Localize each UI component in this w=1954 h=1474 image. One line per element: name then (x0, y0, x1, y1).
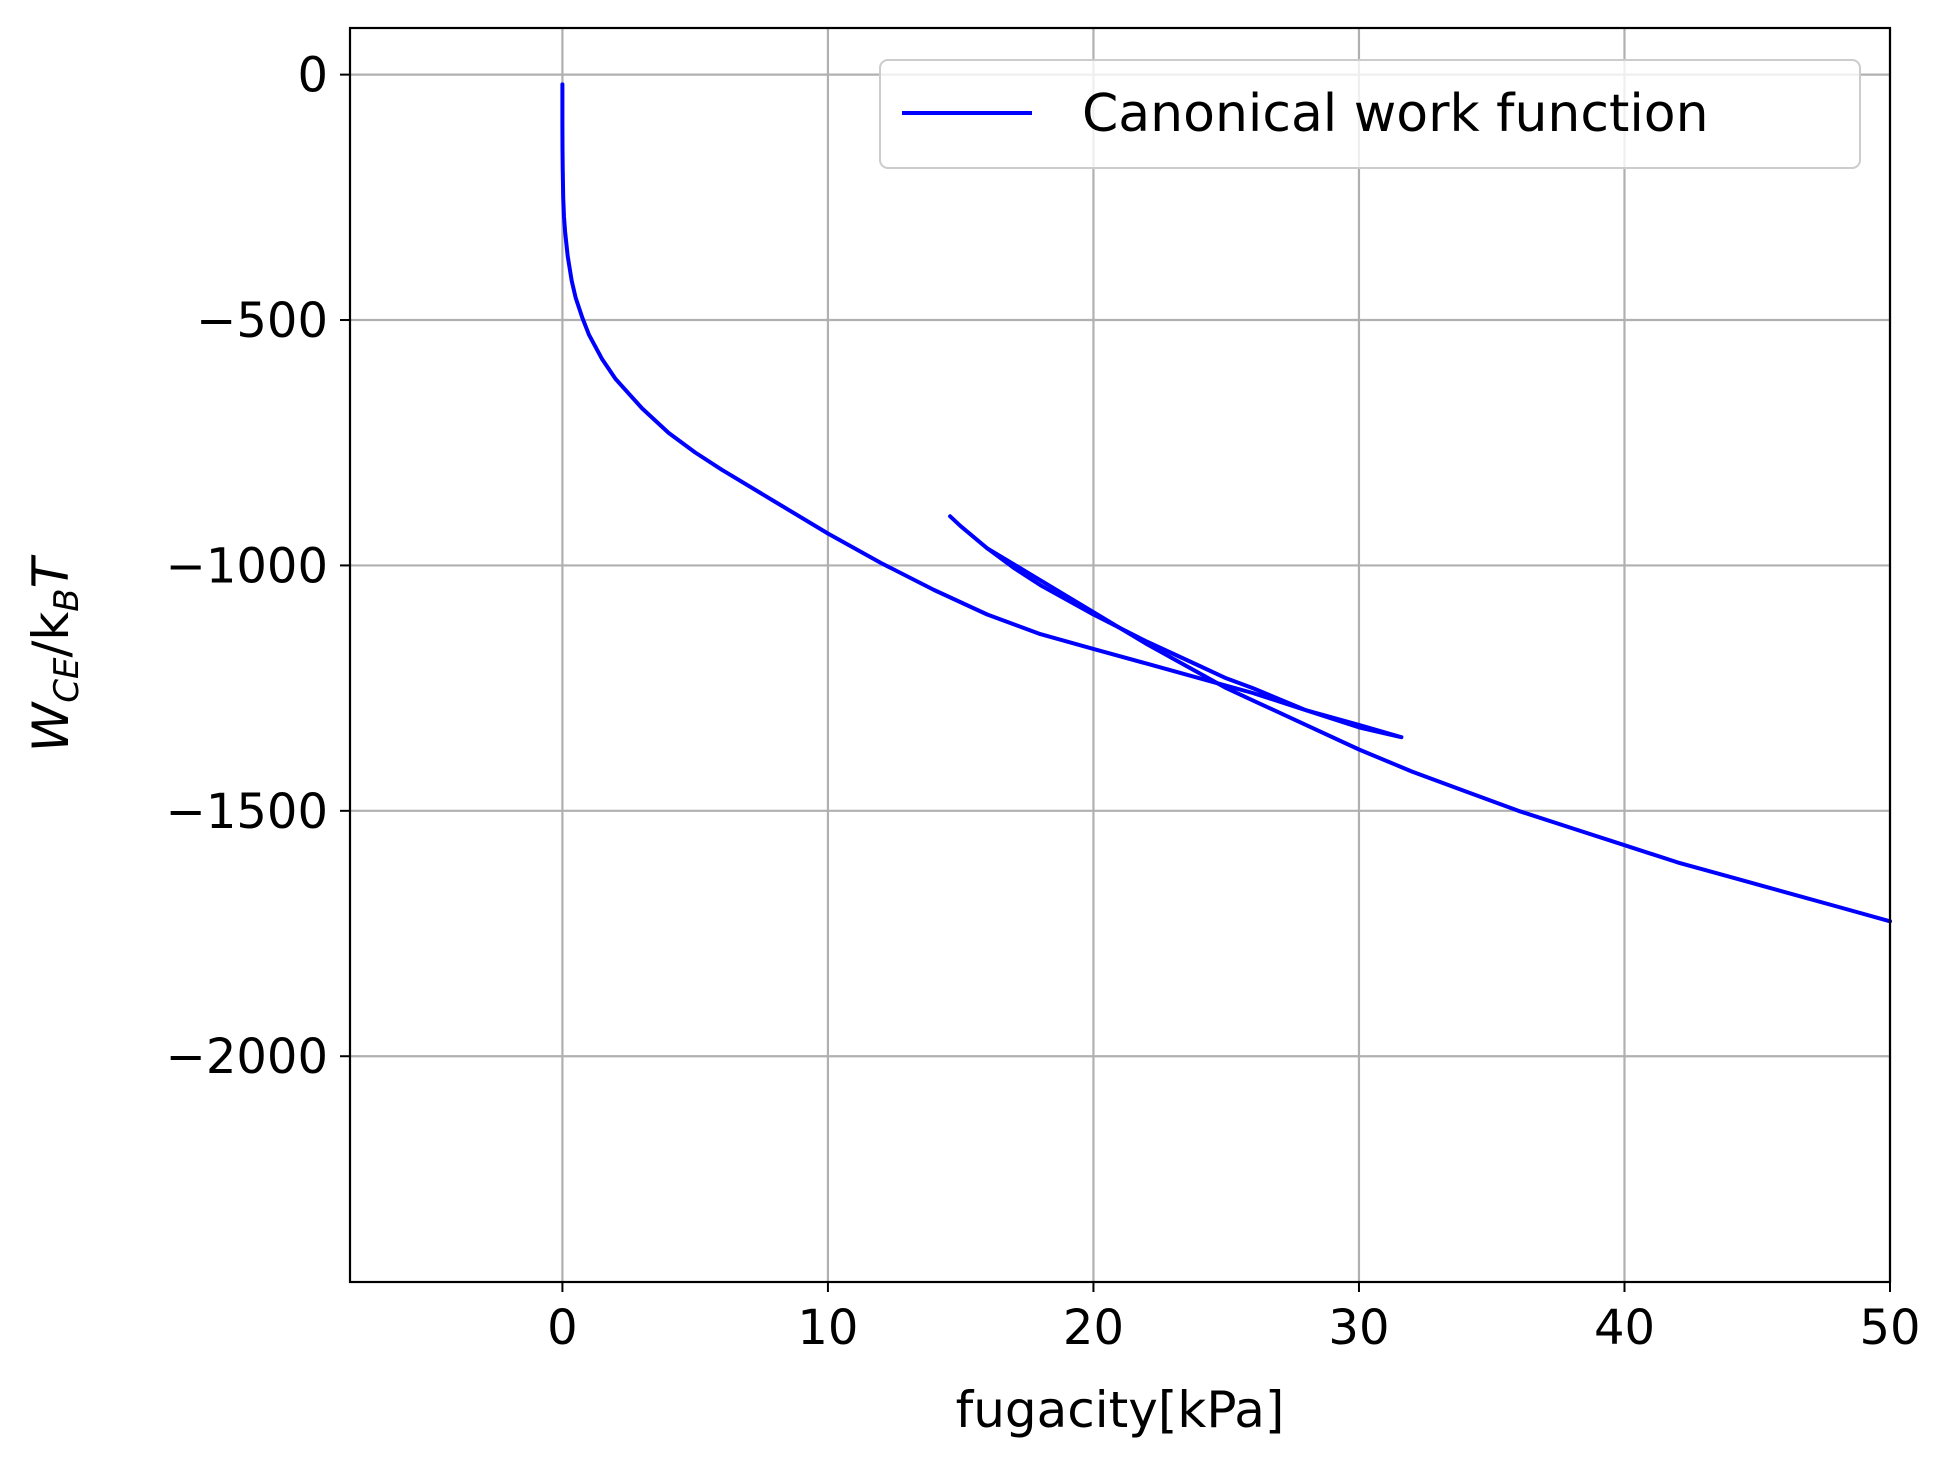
series-line-1 (985, 546, 1892, 924)
legend-box (879, 59, 1861, 169)
axis-ticks: 0 10 20 30 40 50 0 −500 −1000 −1500 −2000 (166, 48, 1921, 1356)
y-tick-label: −1500 (166, 784, 328, 840)
x-tick-label: 50 (1859, 1300, 1920, 1356)
legend-label: Canonical work function (1082, 84, 1709, 144)
y-axis-label: WCE/kBT (22, 554, 87, 752)
y-tick-label: −2000 (166, 1029, 328, 1085)
y-tick-label: −500 (196, 293, 328, 349)
x-axis-label: fugacity[kPa] (956, 1381, 1285, 1439)
x-tick-label: 40 (1594, 1300, 1655, 1356)
y-tick-label: −1000 (166, 538, 328, 594)
y-tick-label: 0 (297, 48, 328, 104)
x-tick-label: 20 (1063, 1300, 1124, 1356)
x-tick-label: 10 (797, 1300, 858, 1356)
x-tick-label: 0 (547, 1300, 578, 1356)
series-line-0 (560, 82, 1404, 740)
legend: Canonical work function (879, 59, 1861, 169)
x-tick-label: 30 (1328, 1300, 1389, 1356)
plot-lines (560, 82, 1892, 924)
plot-frame (348, 26, 1892, 1284)
